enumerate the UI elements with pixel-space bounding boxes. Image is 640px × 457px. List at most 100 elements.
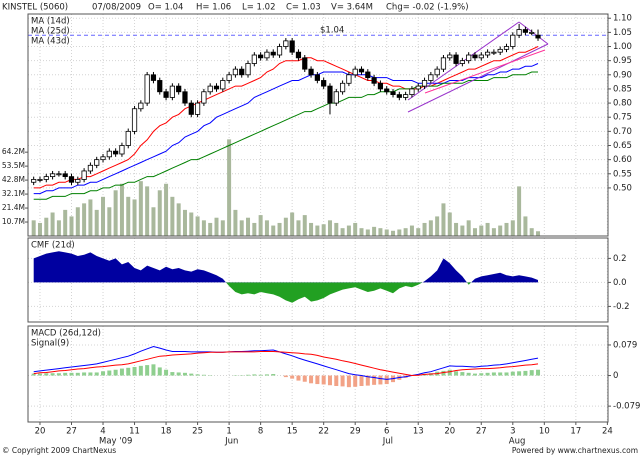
stat: Chg= -0.02 (-1.9%) — [386, 3, 469, 13]
candle-body — [409, 88, 415, 95]
indicator-label: CMF (21d) — [31, 241, 75, 251]
histogram-bar — [498, 372, 503, 376]
candle-body — [100, 156, 106, 161]
histogram-bar — [246, 374, 251, 376]
x-tick-label: 18 — [161, 427, 172, 437]
candle-body — [365, 71, 371, 79]
candle-body — [289, 40, 295, 53]
volume-bar — [372, 226, 377, 236]
candle-body — [251, 54, 257, 64]
footer-right: Powered by www.chartnexus.com — [512, 446, 638, 455]
volume-bar — [397, 229, 402, 236]
volume-tick-label: 10.7M — [2, 217, 25, 226]
volume-bar — [37, 222, 42, 236]
candle-body — [62, 173, 68, 178]
volume-bar — [485, 222, 490, 236]
volume-bar — [365, 229, 370, 236]
month-label: Jul — [382, 437, 393, 447]
y-tick-label: 0.2 — [613, 254, 627, 264]
candle-body — [497, 48, 503, 53]
candle-body — [169, 85, 175, 98]
volume-bar — [126, 196, 131, 236]
histogram-bar — [441, 370, 446, 376]
candle-body — [327, 85, 333, 104]
candle-body — [415, 85, 421, 90]
volume-bar — [157, 190, 162, 236]
panel-border — [27, 325, 609, 423]
volume-bar — [315, 225, 320, 236]
volume-bar — [309, 222, 314, 236]
histogram-bar — [296, 375, 301, 381]
histogram-bar — [485, 372, 490, 376]
histogram-bar — [447, 369, 452, 376]
candle-body — [434, 68, 440, 76]
candle-body — [346, 74, 352, 84]
histogram-bar — [101, 371, 106, 376]
candle-body — [510, 34, 516, 47]
histogram-bar — [283, 375, 288, 378]
histogram-bar — [302, 375, 307, 382]
volume-bar — [50, 212, 55, 236]
volume-bar — [340, 228, 345, 236]
volume-bar — [283, 217, 288, 236]
histogram-bar — [290, 375, 295, 379]
histogram-bar — [189, 373, 194, 376]
volume-bar — [517, 186, 522, 236]
volume-bar — [101, 196, 106, 236]
histogram-bar — [491, 372, 496, 376]
candle-body — [314, 74, 320, 81]
histogram-bar — [176, 372, 181, 376]
volume-bar — [138, 181, 143, 236]
legend-entry: MA (25d) — [31, 27, 70, 37]
histogram-bar — [252, 374, 257, 376]
candle-body — [144, 74, 150, 104]
legend-entry: MACD (26d,12d) — [31, 329, 101, 339]
volume-bar — [504, 222, 509, 236]
candle-body — [157, 80, 163, 93]
volume-bar — [56, 220, 61, 236]
histogram-bar — [472, 373, 477, 376]
histogram-bar — [56, 373, 61, 376]
histogram-bar — [94, 372, 99, 376]
candle-body — [308, 68, 314, 76]
volume-tick-label: 64.2M — [2, 147, 25, 156]
candle-body — [321, 80, 327, 87]
volume-bar — [466, 220, 471, 236]
histogram-bar — [378, 375, 383, 385]
volume-bar — [321, 224, 326, 236]
candle-body — [295, 51, 302, 59]
volume-bar — [491, 228, 496, 236]
volume-bar — [428, 220, 433, 236]
histogram-bar — [75, 372, 80, 376]
histogram-bar — [315, 375, 320, 385]
candle-body — [207, 85, 213, 93]
x-tick-label: 20 — [444, 427, 455, 437]
histogram-bar — [264, 374, 269, 376]
histogram-bar — [182, 372, 187, 376]
volume-tick-label: 21.4M — [2, 203, 25, 212]
volume-bar — [252, 222, 257, 236]
candle-body — [276, 46, 283, 56]
x-tick-label: 13 — [413, 427, 424, 437]
volume-bar — [510, 220, 515, 236]
legend-entry: MA (14d) — [31, 17, 70, 27]
histogram-bar — [195, 374, 200, 376]
candle-body — [245, 63, 251, 76]
histogram-bar — [327, 375, 332, 386]
y-tick-label: 1.10 — [613, 14, 632, 24]
histogram-bar — [365, 375, 370, 386]
month-label: Jun — [224, 437, 238, 447]
volume-bar — [529, 228, 534, 236]
histogram-bar — [126, 367, 131, 376]
candle-body — [270, 51, 276, 56]
y-tick-label: 0.0 — [613, 278, 627, 288]
histogram-bar — [63, 372, 68, 376]
symbol: KINSTEL (5060) — [2, 3, 68, 13]
y-tick-label: 0.95 — [613, 56, 632, 66]
histogram-bar — [346, 375, 351, 388]
candle-body — [377, 82, 384, 90]
candle-body — [182, 91, 188, 104]
volume-tick-label: 53.5M — [2, 161, 25, 170]
x-tick-label: 8 — [258, 427, 263, 437]
panel-frame — [27, 13, 609, 237]
